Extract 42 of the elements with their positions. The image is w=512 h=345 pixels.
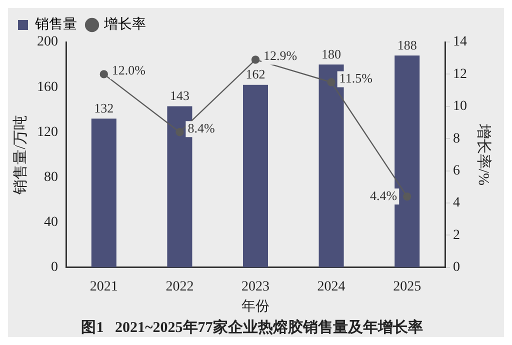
bar [91, 118, 116, 268]
data-label: 180 [322, 46, 342, 62]
x-tick-label: 2023 [242, 279, 270, 294]
data-label: 8.4% [188, 120, 215, 136]
data-label: 4.4% [370, 188, 398, 203]
point [176, 128, 184, 136]
data-label: 11.5% [339, 70, 373, 86]
y-tick-label: 80 [44, 170, 58, 185]
y2-tick-label: 10 [453, 99, 467, 114]
y2-tick-label: 8 [453, 131, 460, 146]
y-tick-label: 40 [44, 214, 58, 230]
legend-label: 销售量 [34, 16, 77, 33]
x-tick-label: 2025 [393, 279, 422, 294]
x-tick-label: 2024 [317, 279, 346, 294]
y-tick-label: 160 [37, 80, 58, 95]
y2-axis-title: 增长率/% [475, 122, 492, 186]
data-label: 12.9% [264, 48, 298, 64]
data-label: 143 [170, 88, 190, 104]
point [327, 78, 336, 86]
x-axis-title: 年份 [242, 298, 270, 314]
y2-tick-label: 12 [453, 66, 467, 82]
point [403, 192, 412, 201]
text: 图1 2021~2025年77家企业热熔胶销售量及年增长率 [81, 318, 423, 336]
x-tick-label: 2022 [166, 279, 194, 294]
y2-tick-label: 2 [453, 228, 460, 243]
point [251, 56, 260, 64]
y-tick-label: 0 [51, 260, 58, 276]
data-label: 162 [246, 66, 266, 82]
data-label: 132 [94, 100, 114, 116]
y2-tick-label: 14 [453, 34, 467, 50]
y2-tick-label: 0 [453, 260, 460, 276]
point [100, 70, 108, 78]
y2-tick-label: 4 [453, 196, 460, 211]
y-axis-title: 销售量/万吨 [12, 115, 29, 196]
legend-label: 增长率 [103, 16, 146, 33]
data-label: 188 [397, 37, 417, 52]
y-tick-label: 120 [37, 124, 58, 140]
y-tick-label: 200 [37, 34, 58, 50]
y2-tick-label: 6 [453, 163, 460, 178]
bar [242, 84, 268, 268]
data-label: 12.0% [112, 62, 146, 78]
x-tick-label: 2021 [90, 279, 118, 294]
